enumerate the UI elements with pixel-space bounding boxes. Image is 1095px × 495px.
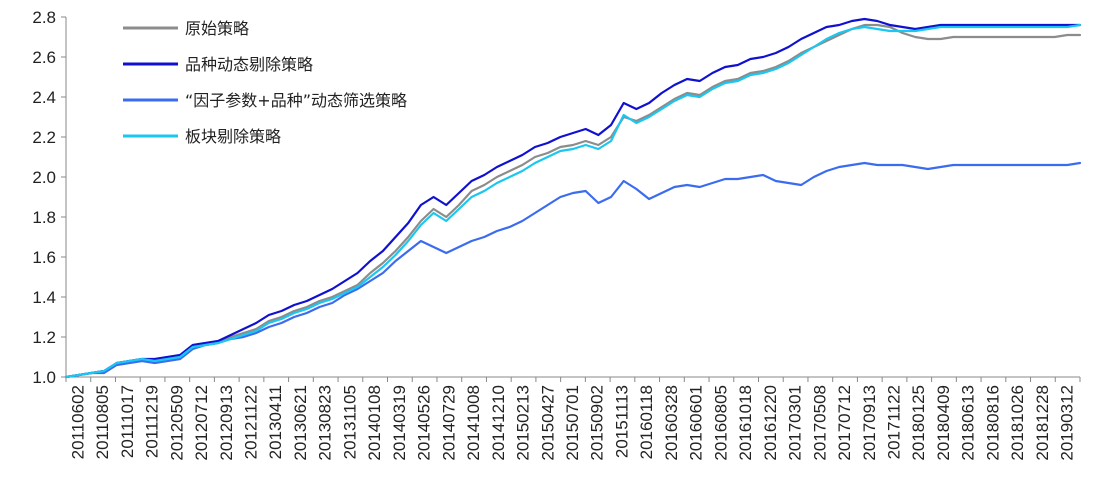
y-tick-label: 2.0: [32, 168, 56, 187]
x-tick-label: 20120913: [217, 385, 236, 461]
x-tick-label: 20161220: [761, 385, 780, 461]
y-tick-label: 2.4: [32, 88, 56, 107]
x-tick-label: 20180125: [909, 385, 928, 461]
x-tick-label: 20170712: [835, 385, 854, 461]
x-tick-label: 20160328: [662, 385, 681, 461]
y-tick-label: 2.8: [32, 8, 56, 27]
series-line-3: [64, 23, 1082, 379]
x-tick-label: 20180816: [983, 385, 1002, 461]
legend-label: 品种动态剔除策略: [185, 55, 313, 74]
x-tick-label: 20160805: [711, 385, 730, 461]
x-tick-label: 20131105: [340, 385, 359, 459]
x-tick-label: 20181026: [1008, 385, 1027, 461]
series-line-0: [64, 23, 1082, 379]
y-tick-label: 1.0: [32, 368, 56, 387]
y-tick-label: 1.8: [32, 208, 56, 227]
x-tick-label: 20160118: [637, 385, 656, 459]
x-tick-label: 20140526: [415, 385, 434, 461]
legend-label: 原始策略: [185, 19, 249, 38]
x-tick-label: 20170301: [786, 385, 805, 461]
x-tick-label: 20190312: [1058, 385, 1077, 461]
x-tick-label: 20111219: [143, 385, 162, 458]
x-tick-label: 20121122: [241, 385, 260, 459]
y-tick-label: 2.6: [32, 48, 56, 67]
series-lines: [64, 17, 1082, 379]
x-tick-label: 20150701: [563, 385, 582, 461]
legend-label: 板块剔除策略: [185, 127, 281, 146]
x-tick-label: 20180409: [934, 385, 953, 461]
x-tick-label: 20170913: [860, 385, 879, 461]
x-tick-label: 20140729: [439, 385, 458, 461]
x-tick-label: 20151113: [612, 385, 631, 458]
x-tick-label: 20161018: [736, 385, 755, 461]
y-tick-label: 1.4: [32, 288, 56, 307]
x-tick-label: 20180613: [959, 385, 978, 461]
x-tick-label: 20120712: [192, 385, 211, 461]
x-tick-label: 20150213: [514, 385, 533, 461]
x-tick-label: 20130411: [266, 385, 285, 459]
x-tick-label: 20120509: [167, 385, 186, 461]
x-tick-label: 20110805: [93, 385, 112, 459]
y-tick-label: 1.2: [32, 328, 56, 347]
x-tick-label: 20140319: [390, 385, 409, 461]
x-tick-label: 20110602: [68, 385, 87, 459]
x-tick-label: 20150427: [538, 385, 557, 461]
x-tick-label: 20130823: [316, 385, 335, 461]
axes: [65, 17, 1080, 378]
x-tick-label: 20130621: [291, 385, 310, 461]
x-tick-label: 20111017: [118, 385, 137, 458]
series-line-2: [64, 161, 1082, 379]
legend-label: “因子参数+品种”动态筛选策略: [185, 91, 407, 110]
x-tick-label: 20150902: [588, 385, 607, 461]
x-tick-label: 20170508: [810, 385, 829, 461]
y-axis-ticks: 1.0 1.2 1.4 1.6 1.8 2.0 2.2 2.4 2.6 2.8: [32, 8, 66, 387]
x-tick-label: 20140108: [365, 385, 384, 461]
y-tick-label: 2.2: [32, 128, 56, 147]
x-tick-label: 20141210: [489, 385, 508, 461]
x-tick-label: 20160601: [687, 385, 706, 461]
x-axis-ticks: 20110602 20110805 20111017 20111219 20120509…: [65, 377, 1081, 461]
x-tick-label: 20181228: [1033, 385, 1052, 461]
x-tick-label: 20141008: [464, 385, 483, 461]
y-tick-label: 1.6: [32, 248, 56, 267]
series-line-1: [64, 17, 1082, 379]
x-tick-label: 20171122: [885, 385, 904, 459]
